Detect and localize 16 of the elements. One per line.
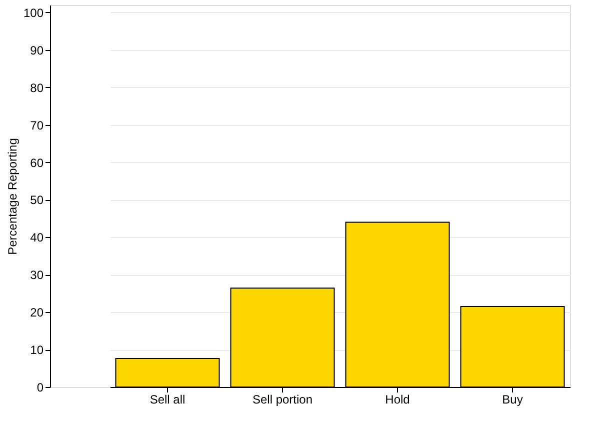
y-tick-label: 70 <box>30 118 44 132</box>
y-tick-label: 30 <box>30 268 44 282</box>
y-tick-label: 90 <box>30 43 44 58</box>
y-tick-label: 40 <box>30 230 44 245</box>
y-tick-label: 20 <box>30 306 44 320</box>
y-tick-label: 10 <box>30 343 44 358</box>
y-tick-label: 50 <box>30 193 44 208</box>
y-tick-label: 60 <box>30 156 44 170</box>
x-tick-label: Hold <box>385 392 410 406</box>
y-axis-title: Percentage Reporting <box>5 138 20 255</box>
x-tick-label: Buy <box>502 392 523 406</box>
y-tick-label: 0 <box>36 380 44 394</box>
x-tick-label: Sell all <box>150 392 186 406</box>
y-tick-label: 80 <box>30 80 44 95</box>
y-tick-label: 100 <box>23 6 44 20</box>
x-tick-label: Sell portion <box>252 392 313 406</box>
